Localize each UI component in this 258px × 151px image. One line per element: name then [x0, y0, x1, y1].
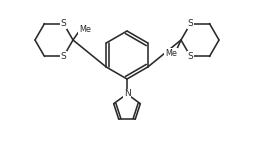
- Text: S: S: [188, 19, 194, 28]
- Text: Me: Me: [165, 48, 177, 58]
- Text: N: N: [124, 90, 130, 98]
- Text: S: S: [61, 52, 66, 61]
- Text: S: S: [188, 52, 194, 61]
- Text: Me: Me: [79, 24, 91, 34]
- Text: S: S: [61, 19, 66, 28]
